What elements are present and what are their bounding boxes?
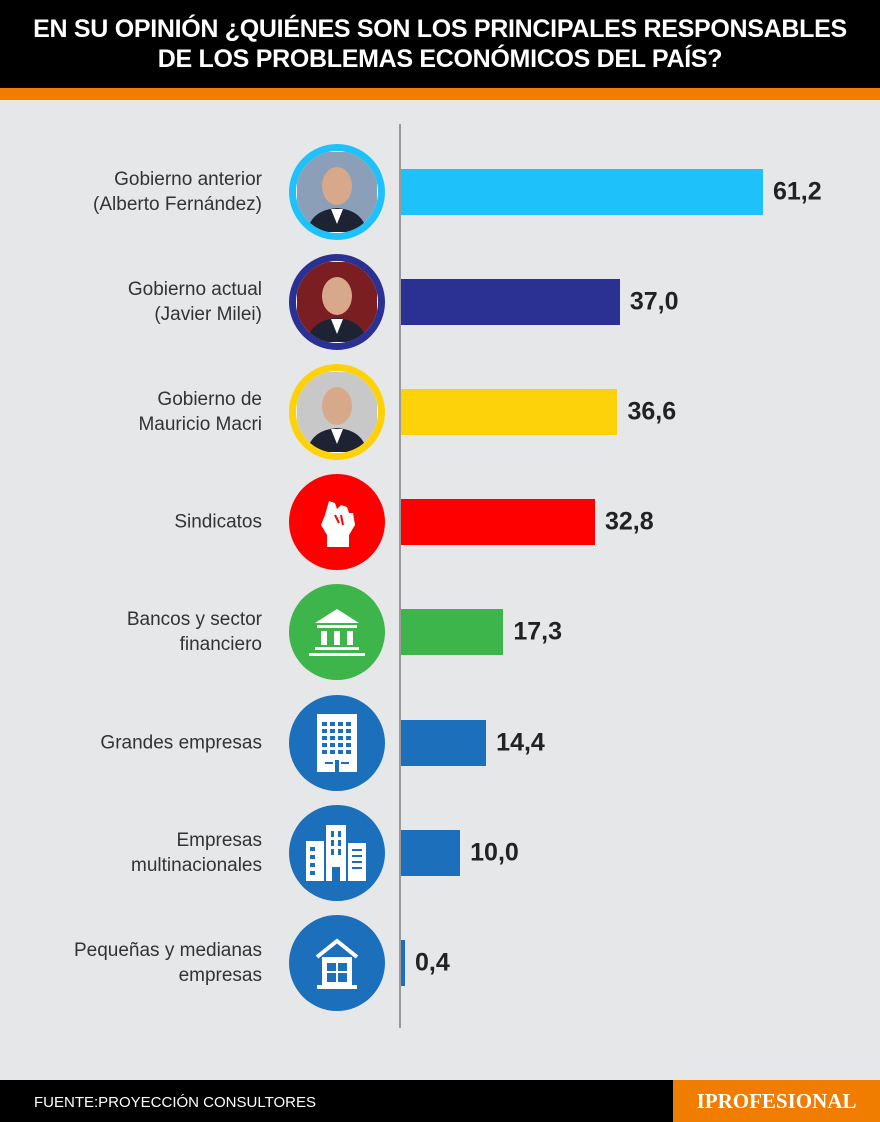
axis-line — [399, 124, 401, 1028]
category-label: Bancos y sector financiero — [2, 607, 262, 657]
bar — [401, 939, 405, 986]
category-label-line: Mauricio Macri — [138, 414, 262, 436]
category-label-line: Gobierno anterior — [114, 169, 262, 190]
photo-mauricio-macri — [289, 364, 385, 461]
category-label: Empresas multinacionales — [2, 828, 262, 878]
category-label-line: empresas — [178, 964, 262, 986]
bar — [401, 719, 487, 766]
title-line-2: DE LOS PROBLEMAS ECONÓMICOS DEL PAÍS? — [157, 45, 723, 73]
value-label: 0,4 — [415, 948, 450, 977]
photo-alberto-fernandez — [289, 144, 385, 240]
fist-icon — [289, 474, 385, 571]
accent-stripe — [0, 88, 880, 100]
value-label: 10,0 — [470, 838, 519, 867]
brand-logo: IPROFESIONAL — [673, 1080, 880, 1122]
bar — [401, 169, 763, 215]
category-label-line: (Alberto Fernández) — [93, 194, 262, 215]
category-label-line: Grandes empresas — [100, 732, 262, 753]
category-label-line: (Javier Milei) — [154, 304, 262, 326]
category-label: Pequeñas y medianas empresas — [2, 938, 262, 988]
bar — [401, 829, 461, 876]
value-label: 61,2 — [773, 177, 822, 206]
value-label: 37,0 — [629, 287, 679, 316]
bar — [401, 279, 620, 326]
chart-title: EN SU OPINIÓN ¿QUIÉNES SON LOS PRINCIPAL… — [0, 0, 880, 88]
bar — [401, 499, 595, 546]
category-label: Gobierno actual (Javier Milei) — [2, 277, 262, 327]
photo-javier-milei — [289, 254, 385, 351]
category-label-line: Gobierno actual — [127, 279, 262, 301]
bar — [401, 389, 618, 436]
value-label: 14,4 — [496, 728, 545, 756]
category-label-line: multinacionales — [131, 854, 262, 876]
value-label: 36,6 — [627, 397, 677, 426]
category-label-line: Sindicatos — [174, 511, 262, 533]
city-buildings-icon — [289, 804, 385, 901]
category-label-line: financiero — [179, 634, 262, 656]
category-label: Gobierno anterior (Alberto Fernández) — [2, 167, 262, 217]
bank-icon — [289, 584, 385, 681]
category-label: Sindicatos — [2, 510, 262, 535]
bar — [401, 609, 504, 656]
category-label-line: Gobierno de — [157, 389, 262, 411]
office-building-icon — [289, 694, 385, 791]
title-line-1: EN SU OPINIÓN ¿QUIÉNES SON LOS PRINCIPAL… — [33, 15, 847, 43]
category-label-line: Pequeñas y medianas — [73, 939, 262, 961]
value-label: 17,3 — [513, 617, 562, 646]
source-text: FUENTE:PROYECCIÓN CONSULTORES — [34, 1094, 316, 1111]
category-label: Gobierno de Mauricio Macri — [2, 387, 262, 437]
category-label: Grandes empresas — [2, 730, 262, 755]
category-label-line: Empresas — [176, 829, 262, 851]
value-label: 32,8 — [605, 507, 654, 536]
category-label-line: Bancos y sector — [126, 609, 262, 631]
house-icon — [289, 914, 385, 1011]
